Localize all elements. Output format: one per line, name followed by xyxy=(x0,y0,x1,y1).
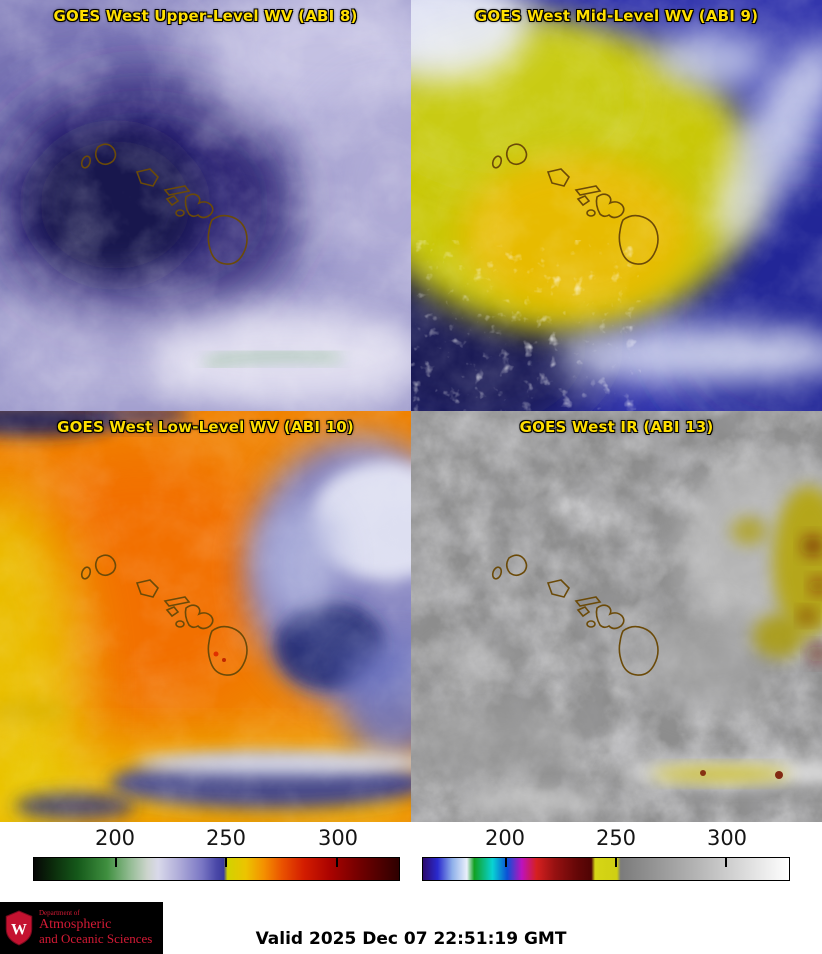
panel-title-abi13: GOES West IR (ABI 13) xyxy=(519,418,714,436)
colorbar-tick xyxy=(225,858,228,867)
logo-department-label: Department of xyxy=(39,909,80,918)
valid-timestamp: Valid 2025 Dec 07 22:51:19 GMT xyxy=(255,929,567,949)
satellite-imagery-abi10 xyxy=(0,411,411,822)
panel-title-abi10: GOES West Low-Level WV (ABI 10) xyxy=(57,418,354,436)
crest-letter: W xyxy=(11,921,27,938)
logo-name-line1: Atmospheric xyxy=(39,916,112,932)
uw-aos-logo: W Department of Atmospheric and Oceanic … xyxy=(0,902,163,954)
panel-title-abi9: GOES West Mid-Level WV (ABI 9) xyxy=(474,7,759,25)
satellite-panel-low-wv-abi10: GOES West Low-Level WV (ABI 10) xyxy=(0,411,411,822)
colorbar-tick-label: 200 xyxy=(94,826,136,850)
wv-colorbar xyxy=(33,857,400,881)
colorbar-tick-label: 300 xyxy=(706,826,748,850)
hotspot-dot xyxy=(213,651,219,657)
logo-name-line2: and Oceanic Sciences xyxy=(39,931,153,947)
ir-colorbar xyxy=(422,857,790,881)
logo-text: Department of Atmospheric and Oceanic Sc… xyxy=(39,909,153,947)
uw-crest-icon: W xyxy=(5,910,33,946)
colorbar-tick xyxy=(336,858,339,867)
colorbar-tick xyxy=(614,858,617,867)
colorbar-tick xyxy=(114,858,117,867)
satellite-imagery-abi8 xyxy=(0,0,411,411)
colorbar-tick-label: 250 xyxy=(205,826,247,850)
colorbar-tick xyxy=(504,858,507,867)
satellite-panel-upper-wv-abi8: GOES West Upper-Level WV (ABI 8) xyxy=(0,0,411,411)
satellite-panel-ir-abi13: GOES West IR (ABI 13) xyxy=(411,411,822,822)
satellite-imagery-abi13 xyxy=(411,411,822,822)
colorbar-tick-label: 200 xyxy=(484,826,526,850)
panel-title-abi8: GOES West Upper-Level WV (ABI 8) xyxy=(53,7,358,25)
hotspot-dot xyxy=(222,658,226,662)
colorbar-tick xyxy=(725,858,728,867)
satellite-imagery-abi9 xyxy=(411,0,822,411)
satellite-panel-mid-wv-abi9: GOES West Mid-Level WV (ABI 9) xyxy=(411,0,822,411)
colorbar-tick-label: 250 xyxy=(595,826,637,850)
colorbar-tick-label: 300 xyxy=(317,826,359,850)
